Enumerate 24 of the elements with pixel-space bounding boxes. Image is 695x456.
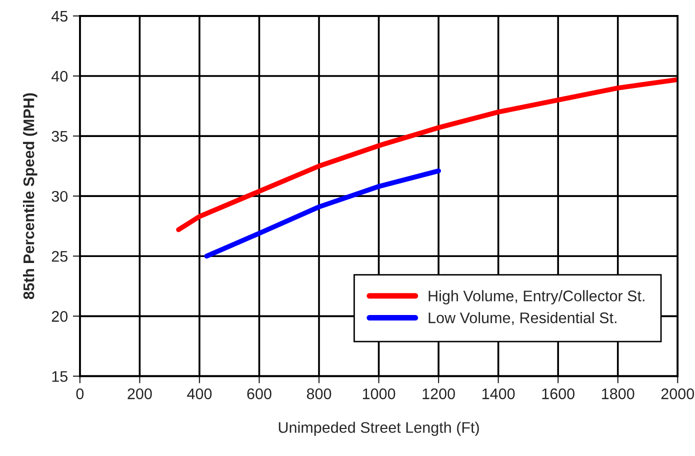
x-tick-label: 200 (128, 388, 152, 400)
y-tick-label: 35 (52, 130, 68, 142)
y-tick-label: 40 (51, 70, 68, 82)
y-tick-label: 30 (52, 190, 68, 202)
y-tick-label: 25 (52, 250, 68, 262)
y-axis-title: 85th Percentile Speed (MPH) (22, 93, 38, 300)
x-tick-label: 0 (76, 388, 84, 400)
y-tick-label: 45 (51, 10, 68, 22)
y-tick-label: 20 (52, 311, 68, 322)
line-series (204, 168, 441, 259)
legend-label: Low Volume, Residential St. (428, 312, 616, 326)
x-tick-label: 600 (247, 388, 272, 400)
legend-label: High Volume, Entry/Collector St. (428, 290, 644, 304)
x-tick-label: 1400 (482, 388, 515, 400)
x-tick-label: 400 (187, 388, 212, 400)
y-tick-label: 15 (52, 371, 68, 382)
x-tick-label: 1800 (602, 388, 634, 400)
x-axis-title: Unimpeded Street Length (Ft) (278, 422, 479, 436)
x-tick-label: 1000 (362, 388, 396, 400)
line-series (176, 77, 678, 232)
x-tick-label: 800 (306, 388, 332, 400)
x-tick-label: 1200 (422, 388, 455, 400)
x-tick-label: 1600 (542, 388, 574, 400)
x-tick-label: 2000 (661, 388, 694, 400)
